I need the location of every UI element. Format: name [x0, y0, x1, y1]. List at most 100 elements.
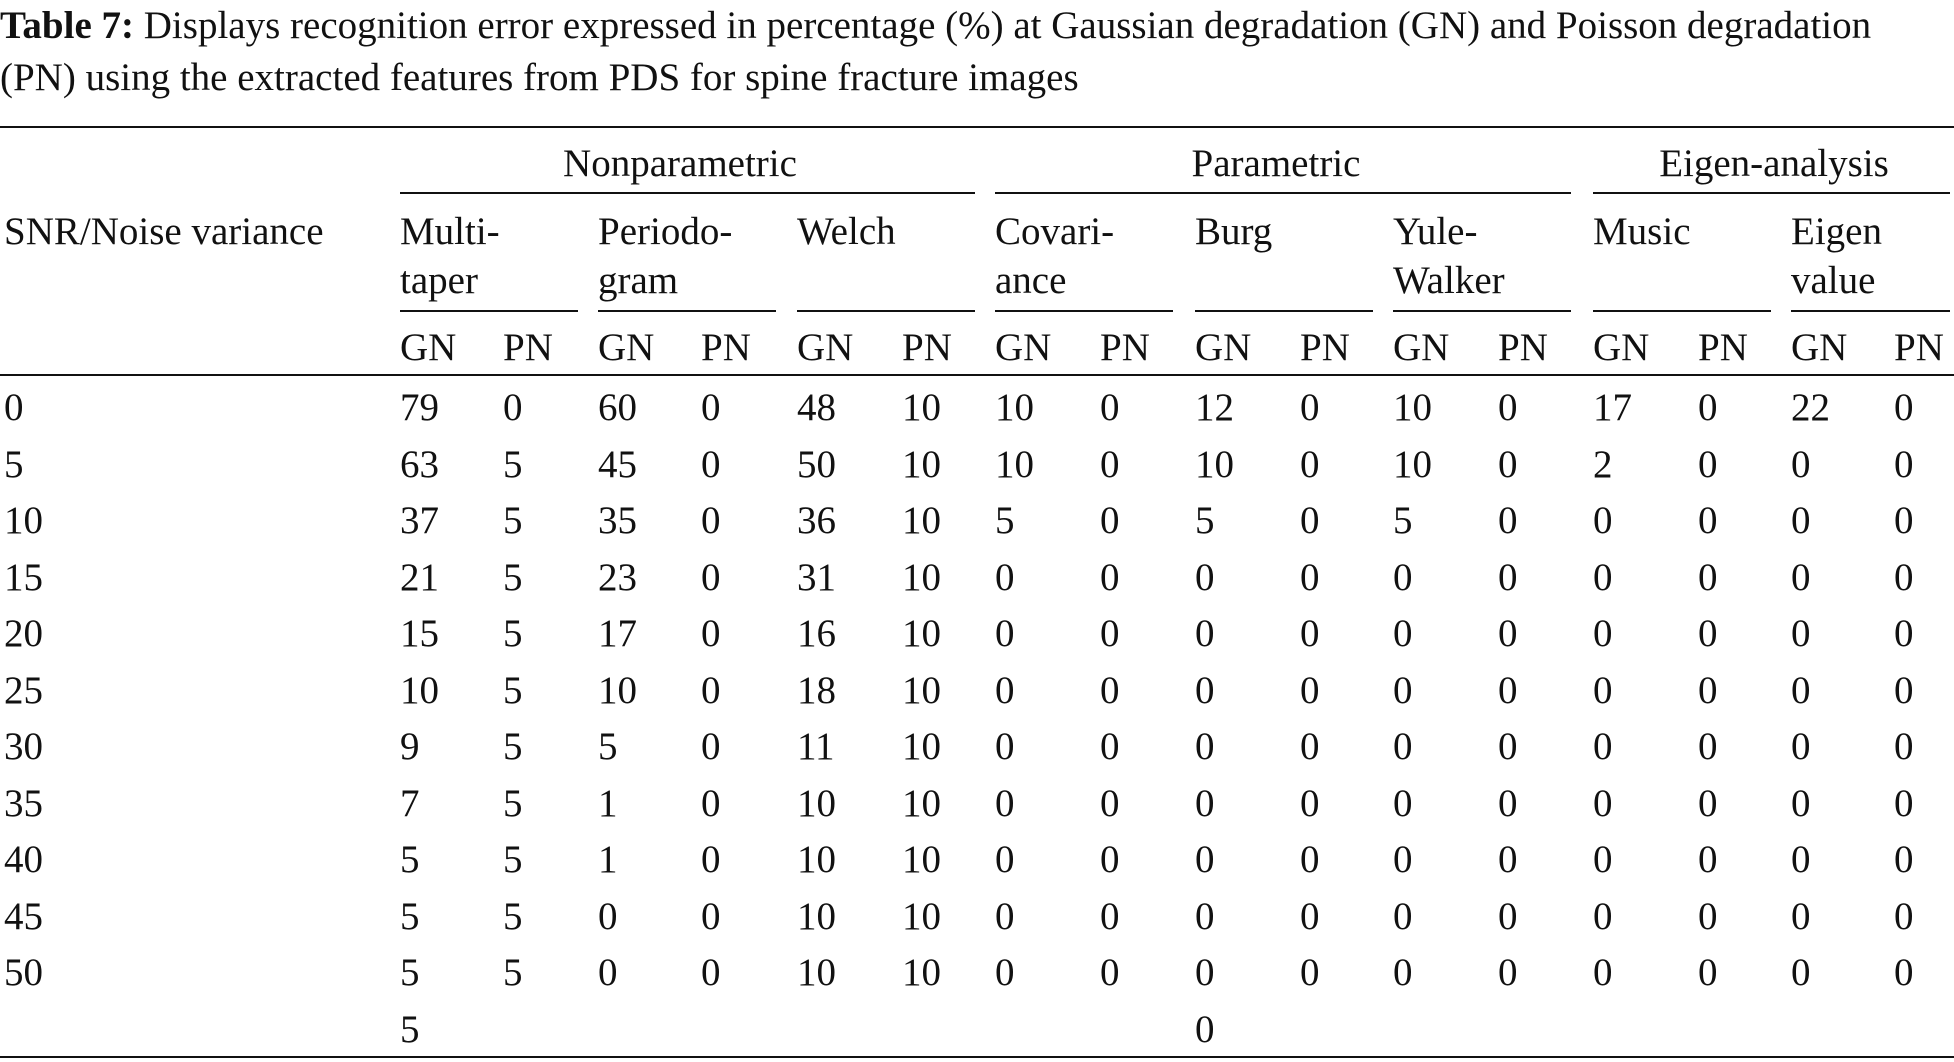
table-cell: 0 [1100, 499, 1120, 542]
table-cell: 0 [1698, 838, 1718, 881]
method-header: Burg [1195, 210, 1273, 253]
table-cell: 0 [1791, 951, 1811, 994]
table-cell: 5 [1195, 499, 1215, 542]
table-cell: 10 [902, 951, 941, 994]
row-label: 25 [4, 668, 43, 712]
table-cell: 0 [1393, 894, 1413, 938]
table-cell: 10 [797, 951, 836, 994]
table-cell: 0 [1100, 951, 1120, 994]
table-cell: 0 [1894, 951, 1914, 994]
table-cell: 0 [1300, 668, 1320, 712]
table-cell: 15 [400, 612, 439, 655]
table-cell: 0 [1498, 612, 1518, 655]
table-cell: 0 [1100, 555, 1120, 599]
table-cell: 5 [995, 499, 1015, 542]
table-cell: 0 [1100, 894, 1120, 938]
table-cell: 10 [902, 781, 941, 825]
table-cell: 50 [797, 442, 836, 486]
table-cell: 0 [1498, 442, 1518, 486]
table-cell: 0 [1698, 555, 1718, 599]
table-cell: 10 [902, 894, 941, 938]
table-cell: 0 [1593, 499, 1613, 542]
table-cell: 0 [1791, 499, 1811, 542]
table-cell: 0 [1300, 838, 1320, 881]
row-label: 35 [4, 781, 43, 825]
table-cell: 5 [400, 838, 420, 881]
caption-text: Displays recognition error expressed in … [0, 4, 1872, 99]
table-cell: 7 [400, 781, 420, 825]
table-cell: 0 [995, 781, 1015, 825]
table-cell: 35 [598, 499, 637, 542]
table-cell: 5 [503, 781, 523, 825]
table-cell: 0 [1195, 668, 1215, 712]
subheader-pn: PN [1300, 326, 1350, 369]
table-cell: 12 [1195, 386, 1234, 429]
table-cell: 0 [1698, 386, 1718, 429]
table-cell: 0 [701, 386, 721, 429]
table-cell: 0 [1593, 894, 1613, 938]
table-cell: 0 [1300, 386, 1320, 429]
table-cell: 0 [1894, 725, 1914, 768]
table-cell: 0 [1498, 951, 1518, 994]
row-header-label: SNR/Noise variance [4, 210, 324, 253]
table-cell: 0 [1791, 838, 1811, 881]
table-cell: 0 [1393, 838, 1413, 881]
table-cell: 0 [1393, 781, 1413, 825]
table-cell: 0 [1894, 442, 1914, 486]
table-cell: 0 [995, 612, 1015, 655]
subheader-gn: GN [1791, 326, 1848, 369]
method-header: Eigen [1791, 210, 1882, 253]
group-underline [400, 192, 975, 194]
table-cell: 0 [1593, 838, 1613, 881]
method-underline [1195, 310, 1373, 312]
table-cell: 5 [598, 725, 618, 768]
subheader-gn: GN [1393, 326, 1450, 369]
table-cell: 0 [995, 838, 1015, 881]
method-underline [1593, 310, 1771, 312]
table-cell: 17 [1593, 386, 1632, 429]
table-cell: 0 [995, 951, 1015, 994]
table-cell: 22 [1791, 386, 1830, 429]
method-underline [1791, 310, 1950, 312]
table-bottom-rule [0, 1056, 1954, 1058]
table-cell: 0 [1393, 951, 1413, 994]
table-cell: 23 [598, 555, 637, 599]
table-cell: 0 [1698, 951, 1718, 994]
subheader-gn: GN [1593, 326, 1650, 369]
table-cell: 0 [1100, 442, 1120, 486]
table-cell: 79 [400, 386, 439, 429]
table-cell: 0 [1698, 781, 1718, 825]
table-cell: 0 [1300, 781, 1320, 825]
table-cell: 5 [400, 1007, 420, 1051]
table-cell: 0 [1498, 894, 1518, 938]
table-cell: 1 [598, 838, 618, 881]
method-header-line2: value [1791, 259, 1876, 302]
table-cell: 0 [995, 668, 1015, 712]
table-cell: 0 [701, 499, 721, 542]
table-cell: 0 [1393, 725, 1413, 768]
table-cell: 10 [797, 894, 836, 938]
table-cell: 10 [598, 668, 637, 712]
table-cell: 60 [598, 386, 637, 429]
method-underline [995, 310, 1173, 312]
table-cell: 0 [1100, 725, 1120, 768]
table-cell: 0 [1195, 555, 1215, 599]
table-cell: 0 [995, 555, 1015, 599]
table-cell: 10 [797, 781, 836, 825]
table-cell: 18 [797, 668, 836, 712]
table-cell: 5 [503, 612, 523, 655]
table-cell: 0 [701, 725, 721, 768]
method-header-line2: taper [400, 259, 478, 302]
table-cell: 5 [503, 499, 523, 542]
table-top-rule [0, 126, 1954, 128]
row-label: 15 [4, 555, 43, 599]
table-cell: 0 [1195, 725, 1215, 768]
table-cell: 45 [598, 442, 637, 486]
table-cell: 0 [598, 894, 618, 938]
table-cell: 0 [1593, 612, 1613, 655]
row-label: 30 [4, 725, 43, 768]
table-caption: Table 7: Displays recognition error expr… [0, 0, 1950, 104]
subheader-gn: GN [995, 326, 1052, 369]
subheader-gn: GN [598, 326, 655, 369]
row-label: 5 [4, 442, 24, 486]
